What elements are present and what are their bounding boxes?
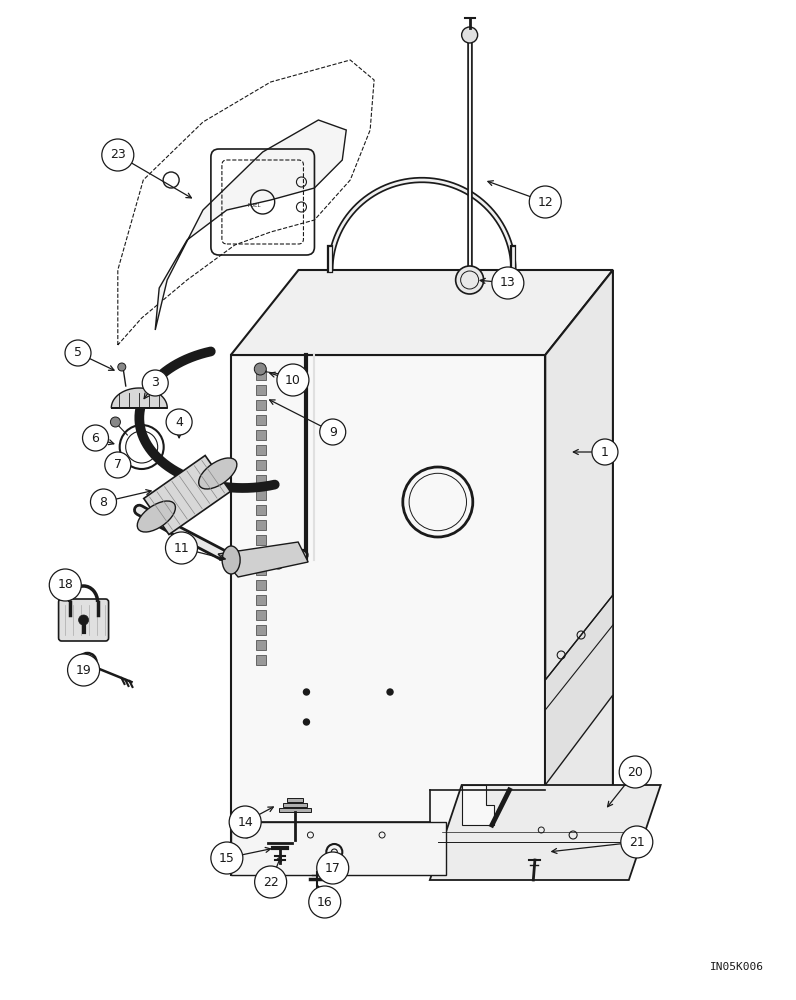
Circle shape — [102, 139, 134, 171]
Text: 23: 23 — [110, 148, 126, 161]
Text: 22: 22 — [263, 876, 279, 888]
Circle shape — [254, 363, 267, 375]
Polygon shape — [283, 803, 306, 807]
Circle shape — [68, 654, 100, 686]
Circle shape — [621, 826, 653, 858]
Polygon shape — [231, 822, 446, 875]
Circle shape — [529, 186, 561, 218]
Text: 7: 7 — [114, 458, 122, 472]
Text: IN05K006: IN05K006 — [710, 962, 764, 972]
Polygon shape — [218, 542, 308, 577]
FancyBboxPatch shape — [59, 599, 108, 641]
Polygon shape — [256, 445, 266, 455]
Circle shape — [211, 842, 243, 874]
Circle shape — [229, 806, 261, 838]
Polygon shape — [256, 520, 266, 530]
Circle shape — [255, 866, 287, 898]
Text: 4: 4 — [175, 416, 183, 428]
Polygon shape — [256, 415, 266, 425]
Circle shape — [65, 340, 91, 366]
Polygon shape — [256, 535, 266, 545]
Polygon shape — [256, 625, 266, 635]
Polygon shape — [279, 808, 310, 812]
Polygon shape — [111, 388, 167, 408]
Text: 3: 3 — [151, 376, 159, 389]
Circle shape — [105, 452, 131, 478]
Polygon shape — [256, 550, 266, 560]
Ellipse shape — [222, 546, 240, 574]
Text: 20: 20 — [627, 766, 643, 778]
Polygon shape — [256, 490, 266, 500]
Polygon shape — [256, 370, 266, 380]
Polygon shape — [231, 355, 545, 875]
Polygon shape — [256, 400, 266, 410]
Text: 17: 17 — [325, 861, 341, 874]
Polygon shape — [256, 460, 266, 470]
Text: 12: 12 — [537, 196, 553, 209]
Polygon shape — [231, 270, 613, 355]
Text: 14: 14 — [237, 816, 253, 828]
Circle shape — [387, 689, 393, 695]
Circle shape — [303, 689, 310, 695]
Text: 16: 16 — [317, 896, 333, 908]
Text: 15: 15 — [219, 852, 235, 864]
Circle shape — [492, 267, 524, 299]
Circle shape — [455, 266, 484, 294]
Polygon shape — [256, 640, 266, 650]
Text: 21: 21 — [629, 836, 645, 848]
Text: 1: 1 — [601, 446, 609, 458]
Circle shape — [49, 569, 81, 601]
Circle shape — [309, 886, 341, 918]
Text: 18: 18 — [57, 578, 73, 591]
Circle shape — [277, 364, 309, 396]
Circle shape — [592, 439, 618, 465]
Text: 19: 19 — [76, 664, 92, 676]
Text: 6: 6 — [92, 432, 100, 444]
Text: 11: 11 — [174, 542, 189, 554]
Circle shape — [142, 370, 168, 396]
Text: 9: 9 — [329, 426, 337, 438]
Polygon shape — [545, 270, 613, 875]
Text: 10: 10 — [285, 373, 301, 386]
Circle shape — [317, 852, 349, 884]
Polygon shape — [287, 798, 302, 802]
Text: FUEL: FUEL — [248, 203, 261, 208]
Polygon shape — [462, 785, 494, 825]
Polygon shape — [256, 505, 266, 515]
Polygon shape — [256, 385, 266, 395]
Circle shape — [79, 615, 88, 625]
Circle shape — [320, 419, 345, 445]
Ellipse shape — [199, 458, 237, 489]
Polygon shape — [144, 455, 230, 535]
Polygon shape — [256, 580, 266, 590]
Circle shape — [111, 417, 120, 427]
Polygon shape — [256, 475, 266, 485]
Ellipse shape — [137, 501, 175, 532]
Text: 13: 13 — [500, 276, 516, 290]
Circle shape — [83, 425, 108, 451]
Circle shape — [303, 719, 310, 725]
Circle shape — [619, 756, 651, 788]
Text: 5: 5 — [74, 347, 82, 360]
Polygon shape — [256, 595, 266, 605]
Circle shape — [118, 363, 126, 371]
Polygon shape — [256, 610, 266, 620]
Polygon shape — [256, 655, 266, 665]
Polygon shape — [430, 785, 661, 880]
Polygon shape — [256, 565, 266, 575]
Polygon shape — [155, 120, 346, 330]
Polygon shape — [256, 430, 266, 440]
Circle shape — [462, 27, 478, 43]
Circle shape — [91, 489, 116, 515]
Text: 8: 8 — [100, 495, 107, 508]
Polygon shape — [545, 595, 613, 785]
Circle shape — [166, 532, 197, 564]
Circle shape — [166, 409, 192, 435]
